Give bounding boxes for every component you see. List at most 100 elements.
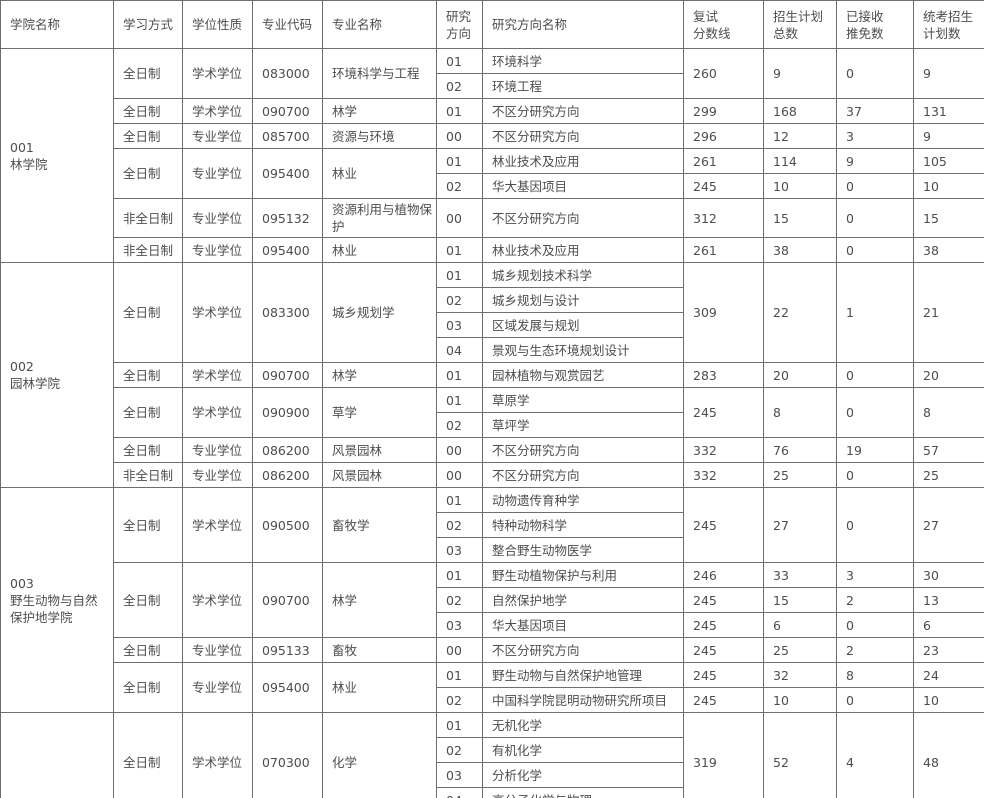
table-row: 02 有机化学 — [1, 737, 984, 763]
total-cell: 10 — [763, 687, 837, 713]
direction-name-cell: 华大基因项目 — [482, 173, 684, 199]
direction-name-cell: 自然保护地学 — [482, 587, 684, 613]
table-row: 全日制 学术学位 090900 草学 01 草原学 245 8 0 8 — [1, 387, 984, 438]
exempt-cell: 0 — [836, 198, 914, 238]
direction-name-cell: 分析化学 — [482, 762, 684, 788]
exempt-cell: 0 — [836, 387, 914, 438]
direction-no-cell: 01 — [436, 98, 483, 124]
table-row: 02 环境工程 — [1, 73, 984, 99]
code-cell: 090700 — [252, 562, 323, 638]
direction-name-cell: 不区分研究方向 — [482, 637, 684, 663]
major-cell: 风景园林 — [322, 462, 437, 488]
direction-no-cell: 02 — [436, 287, 483, 313]
exempt-cell: 2 — [836, 587, 914, 613]
mode-cell: 全日制 — [113, 637, 183, 663]
direction-name-cell: 华大基因项目 — [482, 612, 684, 638]
score-cell: 332 — [683, 437, 764, 463]
mode-cell: 全日制 — [113, 487, 183, 563]
unified-cell: 10 — [913, 173, 984, 199]
table-row: 全日制 专业学位 095400 林业 01 林业技术及应用 261 114 9 105 — [1, 148, 984, 199]
mode-cell: 非全日制 — [113, 237, 183, 263]
major-cell: 林业 — [322, 662, 437, 713]
table-row: 02 特种动物科学 — [1, 512, 984, 538]
code-cell: 083000 — [252, 48, 323, 99]
total-cell: 15 — [763, 198, 837, 238]
college-cell: 002 园林学院 — [0, 262, 114, 488]
unified-cell: 38 — [913, 237, 984, 263]
code-cell: 090700 — [252, 98, 323, 124]
table-row: 全日制 专业学位 095400 林业 01 野生动物与自然保护地管理 245 32 8 24 — [1, 662, 984, 713]
table-row: 001 林学院 全日制 学术学位 083000 环境科学与工程 01 环境科学 260 9 0 9 — [0, 48, 984, 263]
direction-name-cell: 不区分研究方向 — [482, 98, 684, 124]
direction-name-cell: 动物遗传育种学 — [482, 487, 684, 513]
table-row: 04 景观与生态环境规划设计 — [1, 337, 984, 363]
col-header-degree: 学位性质 — [182, 0, 253, 49]
unified-cell: 9 — [913, 123, 984, 149]
exempt-cell: 0 — [836, 462, 914, 488]
score-cell: 299 — [683, 98, 764, 124]
exempt-cell: 8 — [836, 662, 914, 688]
direction-name-cell: 不区分研究方向 — [482, 123, 684, 149]
direction-name-cell: 野生动物与自然保护地管理 — [482, 662, 684, 688]
total-cell: 27 — [763, 487, 837, 563]
code-cell: 090700 — [252, 362, 323, 388]
table-row: 全日制 学术学位 090700 林学 01 不区分研究方向 299 168 37 131 — [1, 98, 984, 124]
table-row: 非全日制 专业学位 095400 林业 01 林业技术及应用 261 38 0 38 — [1, 237, 984, 263]
total-cell: 22 — [763, 262, 837, 363]
table-row: 03 分析化学 — [1, 762, 984, 788]
table-row: 02 城乡规划与设计 — [1, 287, 984, 313]
major-cell: 林学 — [322, 98, 437, 124]
major-cell: 畜牧学 — [322, 487, 437, 563]
code-cell: 070300 — [252, 712, 323, 798]
code-cell: 095132 — [252, 198, 323, 238]
score-cell: 319 — [683, 712, 764, 798]
total-cell: 10 — [763, 173, 837, 199]
major-cell: 林业 — [322, 148, 437, 199]
degree-cell: 专业学位 — [182, 637, 253, 663]
unified-cell: 9 — [913, 48, 984, 99]
total-cell: 114 — [763, 148, 837, 174]
direction-no-cell: 02 — [436, 173, 483, 199]
unified-cell: 6 — [913, 612, 984, 638]
mode-cell: 全日制 — [113, 262, 183, 363]
col-header-exempt: 已接收 推免数 — [836, 0, 914, 49]
direction-name-cell: 有机化学 — [482, 737, 684, 763]
direction-no-cell: 01 — [436, 362, 483, 388]
score-cell: 245 — [683, 587, 764, 613]
major-cell: 林业 — [322, 237, 437, 263]
direction-no-cell: 03 — [436, 537, 483, 563]
score-cell: 245 — [683, 687, 764, 713]
degree-cell: 专业学位 — [182, 123, 253, 149]
score-cell: 332 — [683, 462, 764, 488]
table-row: 全日制 专业学位 085700 资源与环境 00 不区分研究方向 296 12 3 9 — [1, 123, 984, 149]
direction-no-cell: 01 — [436, 662, 483, 688]
exempt-cell: 2 — [836, 637, 914, 663]
degree-cell: 学术学位 — [182, 387, 253, 438]
major-cell: 环境科学与工程 — [322, 48, 437, 99]
total-cell: 25 — [763, 637, 837, 663]
degree-cell: 学术学位 — [182, 48, 253, 99]
code-cell: 090900 — [252, 387, 323, 438]
exempt-cell: 0 — [836, 687, 914, 713]
mode-cell: 全日制 — [113, 437, 183, 463]
direction-no-cell: 03 — [436, 612, 483, 638]
degree-cell: 专业学位 — [182, 198, 253, 238]
direction-no-cell: 00 — [436, 637, 483, 663]
total-cell: 20 — [763, 362, 837, 388]
direction-no-cell: 01 — [436, 262, 483, 288]
degree-cell: 专业学位 — [182, 462, 253, 488]
score-cell: 283 — [683, 362, 764, 388]
header-row: 学院名称 学习方式 学位性质 专业代码 专业名称 研究 方向 研究方向名称 复试 分数线 招生计… — [0, 0, 984, 49]
exempt-cell: 0 — [836, 173, 914, 199]
unified-cell: 8 — [913, 387, 984, 438]
mode-cell: 全日制 — [113, 98, 183, 124]
table-row: 03 华大基因项目 245 6 0 6 — [1, 612, 984, 638]
direction-name-cell: 林业技术及应用 — [482, 148, 684, 174]
table-body: 001 林学院 全日制 学术学位 083000 环境科学与工程 01 环境科学 260 9 0 9 0… — [0, 48, 984, 798]
total-cell: 8 — [763, 387, 837, 438]
degree-cell: 专业学位 — [182, 662, 253, 713]
score-cell: 245 — [683, 173, 764, 199]
code-cell: 095400 — [252, 237, 323, 263]
total-cell: 6 — [763, 612, 837, 638]
direction-no-cell: 03 — [436, 312, 483, 338]
